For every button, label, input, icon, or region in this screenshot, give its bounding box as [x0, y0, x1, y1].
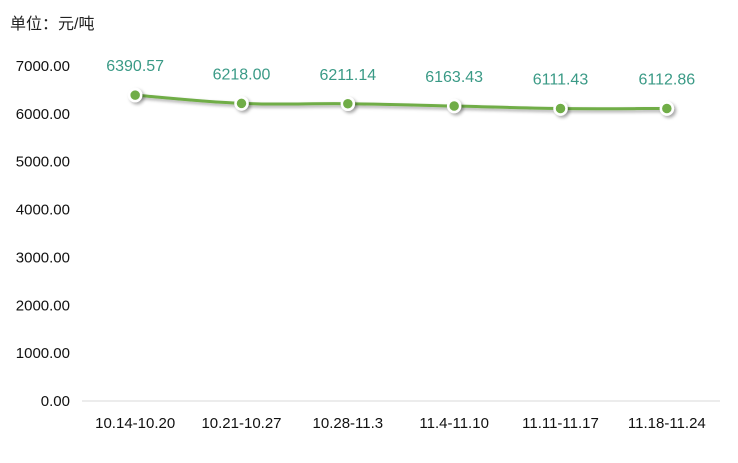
- x-axis: 10.14-10.20 10.21-10.27 10.28-11.3 11.4-11.…: [95, 415, 706, 432]
- data-points: [127, 87, 675, 116]
- data-point: [127, 87, 143, 103]
- data-label: 6111.43: [533, 72, 589, 89]
- x-tick-label: 11.11-11.17: [522, 415, 599, 432]
- data-point: [553, 101, 568, 116]
- x-tick-label: 10.21-10.27: [201, 415, 281, 432]
- data-labels: 6390.57 6218.00 6211.14 6163.43 6111.43 6112.…: [106, 58, 695, 88]
- y-tick-label: 1000.00: [16, 345, 70, 362]
- data-label: 6218.00: [213, 66, 271, 83]
- x-tick-label: 11.4-11.10: [419, 415, 489, 432]
- y-tick-label: 6000.00: [16, 106, 70, 123]
- data-point: [234, 96, 249, 111]
- series-line: [135, 93, 667, 111]
- x-tick-label: 10.28-11.3: [313, 415, 384, 432]
- y-tick-label: 7000.00: [16, 58, 70, 75]
- y-axis: 0.00 1000.00 2000.00 3000.00 4000.00 5000.00 6…: [16, 58, 70, 410]
- data-point: [340, 96, 356, 112]
- data-label: 6390.57: [106, 58, 164, 75]
- data-label: 6211.14: [320, 67, 377, 84]
- y-tick-label: 2000.00: [16, 297, 70, 314]
- y-tick-label: 5000.00: [16, 154, 70, 171]
- x-tick-label: 10.14-10.20: [95, 415, 175, 432]
- data-label: 6112.86: [639, 71, 696, 88]
- y-tick-label: 3000.00: [16, 249, 70, 266]
- y-tick-label: 4000.00: [16, 202, 70, 219]
- y-tick-label: 0.00: [41, 393, 70, 410]
- data-point: [659, 101, 675, 116]
- x-tick-label: 11.18-11.24: [628, 415, 706, 432]
- unit-label: 单位：元/吨: [10, 16, 95, 33]
- data-point: [446, 98, 462, 114]
- data-label: 6163.43: [425, 69, 483, 86]
